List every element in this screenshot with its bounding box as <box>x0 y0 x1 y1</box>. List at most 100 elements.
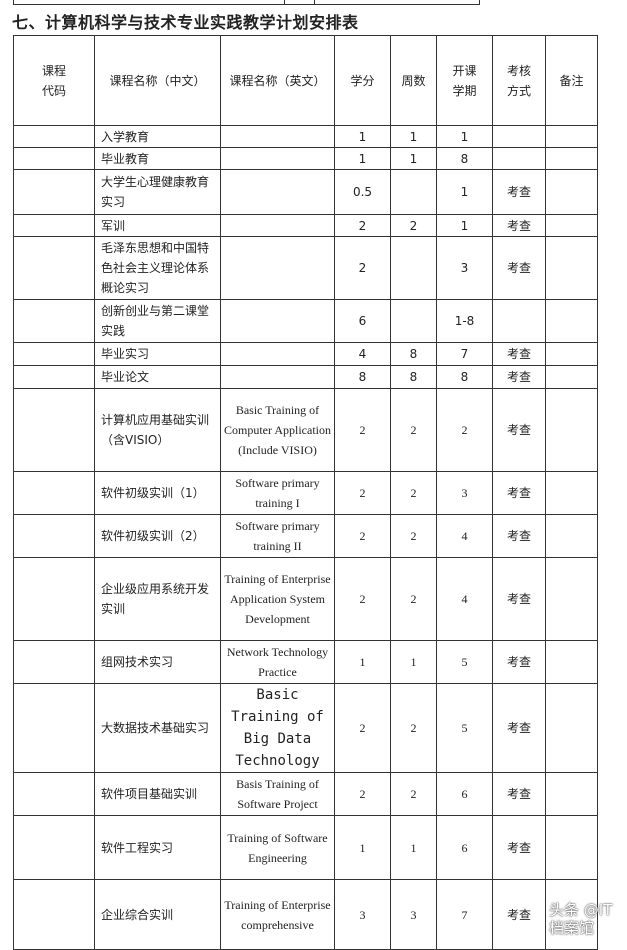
note-cell <box>545 169 598 215</box>
course-name-cn-cell: 计算机应用基础实训（含VISIO） <box>94 388 221 472</box>
note-cell <box>545 879 598 950</box>
weeks-cell: 2 <box>390 557 437 641</box>
course-code-cell <box>13 815 95 880</box>
term-cell: 5 <box>436 683 493 773</box>
exam-method-cell <box>492 147 546 170</box>
exam-method-cell: 考查 <box>492 342 546 366</box>
course-name-en-cell <box>220 342 335 366</box>
exam-method-cell: 考查 <box>492 815 546 880</box>
header-row: 课程 代码 课程名称（中文） 课程名称（英文） 学分 周数 开课 学期 考核 方… <box>13 35 598 126</box>
table-row: 软件初级实训（2） Software primary training II 2 2 4… <box>13 514 598 558</box>
course-name-en-cell: Basic Training of Big Data Technology <box>220 683 335 773</box>
course-name-en-cell <box>220 169 335 215</box>
exam-method-cell <box>492 125 546 148</box>
term-cell: 6 <box>436 815 493 880</box>
exam-method-cell: 考查 <box>492 236 546 300</box>
weeks-cell: 8 <box>390 365 437 389</box>
course-name-cn-cell: 入学教育 <box>94 125 221 148</box>
course-code-cell <box>13 125 95 148</box>
course-name-en-cell <box>220 125 335 148</box>
note-cell <box>545 557 598 641</box>
term-cell: 7 <box>436 342 493 366</box>
exam-method-cell: 考查 <box>492 214 546 237</box>
course-name-en-cell: Basis Training of Software Project <box>220 772 335 816</box>
credit-cell: 2 <box>334 214 391 237</box>
course-code-cell <box>13 147 95 170</box>
credit-cell: 1 <box>334 147 391 170</box>
note-cell <box>545 214 598 237</box>
exam-method-cell: 考查 <box>492 772 546 816</box>
table-row: 毕业实习 4 8 7 考查 <box>13 342 598 366</box>
course-name-en-cell: Basic Training of Computer Application (… <box>220 388 335 472</box>
term-cell: 1-8 <box>436 299 493 343</box>
credit-cell: 1 <box>334 125 391 148</box>
exam-method-cell: 考查 <box>492 557 546 641</box>
watermark: 头条 @IT档案馆 <box>549 901 613 937</box>
credit-cell: 6 <box>334 299 391 343</box>
exam-method-cell: 考查 <box>492 388 546 472</box>
header-exam: 考核 方式 <box>492 35 546 126</box>
note-cell <box>545 640 598 684</box>
course-code-cell <box>13 299 95 343</box>
course-code-cell <box>13 388 95 472</box>
table-row: 入学教育 1 1 1 <box>13 125 598 148</box>
header-term: 开课 学期 <box>436 35 493 126</box>
weeks-cell <box>390 236 437 300</box>
course-name-cn-cell: 软件项目基础实训 <box>94 772 221 816</box>
credit-cell: 1 <box>334 640 391 684</box>
note-cell <box>545 388 598 472</box>
note-cell <box>545 125 598 148</box>
exam-method-cell: 考查 <box>492 879 546 950</box>
exam-method-cell: 考查 <box>492 365 546 389</box>
term-cell: 1 <box>436 125 493 148</box>
course-code-cell <box>13 214 95 237</box>
course-name-cn-cell: 软件工程实习 <box>94 815 221 880</box>
page-title: 七、计算机科学与技术专业实践教学计划安排表 <box>12 13 359 32</box>
course-code-cell <box>13 471 95 515</box>
weeks-cell: 1 <box>390 125 437 148</box>
header-cn-name: 课程名称（中文） <box>94 35 221 126</box>
course-name-en-cell <box>220 147 335 170</box>
course-name-en-cell: Training of Software Engineering <box>220 815 335 880</box>
course-name-en-cell: Training of Enterprise comprehensive <box>220 879 335 950</box>
practice-plan-table: 课程 代码 课程名称（中文） 课程名称（英文） 学分 周数 开课 学期 考核 方… <box>13 35 598 950</box>
weeks-cell: 8 <box>390 342 437 366</box>
table-row: 组网技术实习 Network Technology Practice 1 1 5 考查 <box>13 640 598 684</box>
course-name-cn-cell: 大数据技术基础实习 <box>94 683 221 773</box>
course-name-en-cell: Software primary training I <box>220 471 335 515</box>
table-row: 大学生心理健康教育实习 0.5 1 考查 <box>13 169 598 215</box>
weeks-cell: 2 <box>390 471 437 515</box>
course-name-cn-cell: 企业综合实训 <box>94 879 221 950</box>
course-code-cell <box>13 365 95 389</box>
exam-method-cell: 考查 <box>492 514 546 558</box>
note-cell <box>545 147 598 170</box>
credit-cell: 2 <box>334 557 391 641</box>
credit-cell: 2 <box>334 683 391 773</box>
exam-method-cell <box>492 299 546 343</box>
note-cell <box>545 683 598 773</box>
weeks-cell <box>390 299 437 343</box>
course-code-cell <box>13 557 95 641</box>
term-cell: 7 <box>436 879 493 950</box>
header-weeks: 周数 <box>390 35 437 126</box>
course-name-cn-cell: 软件初级实训（1） <box>94 471 221 515</box>
exam-method-cell: 考查 <box>492 683 546 773</box>
previous-table-edge <box>13 0 480 5</box>
header-note: 备注 <box>545 35 598 126</box>
table-row: 创新创业与第二课堂实践 6 1-8 <box>13 299 598 343</box>
note-cell <box>545 471 598 515</box>
weeks-cell: 2 <box>390 772 437 816</box>
exam-method-cell: 考查 <box>492 640 546 684</box>
header-en-name: 课程名称（英文） <box>220 35 335 126</box>
course-name-cn-cell: 军训 <box>94 214 221 237</box>
table-row: 毛泽东思想和中国特色社会主义理论体系概论实习 2 3 考查 <box>13 236 598 300</box>
exam-method-cell: 考查 <box>492 169 546 215</box>
course-name-en-cell: Training of Enterprise Application Syste… <box>220 557 335 641</box>
weeks-cell: 1 <box>390 147 437 170</box>
table-row: 毕业教育 1 1 8 <box>13 147 598 170</box>
exam-method-cell: 考查 <box>492 471 546 515</box>
course-code-cell <box>13 514 95 558</box>
course-code-cell <box>13 169 95 215</box>
course-name-cn-cell: 毕业论文 <box>94 365 221 389</box>
header-code: 课程 代码 <box>13 35 95 126</box>
